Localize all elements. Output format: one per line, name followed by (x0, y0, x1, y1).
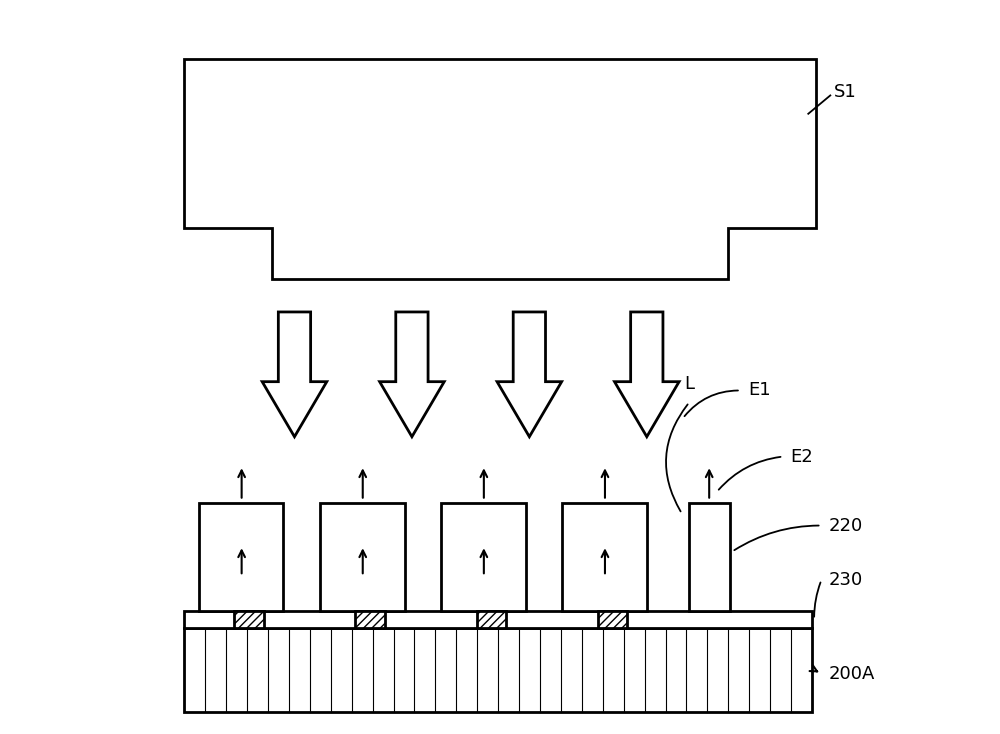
Bar (689, 503, 730, 611)
Bar (355, 611, 385, 628)
Text: L: L (684, 375, 694, 393)
Text: S1: S1 (834, 83, 857, 101)
Bar (184, 628, 812, 712)
Text: 220: 220 (829, 517, 863, 534)
Polygon shape (184, 59, 816, 279)
Text: E1: E1 (748, 382, 771, 399)
Bar (441, 503, 526, 611)
Text: E2: E2 (791, 448, 813, 465)
Bar (477, 611, 506, 628)
Bar (598, 611, 627, 628)
Bar (562, 503, 647, 611)
Polygon shape (380, 312, 444, 437)
Polygon shape (615, 312, 679, 437)
Bar (199, 503, 283, 611)
Bar (234, 611, 264, 628)
Polygon shape (262, 312, 327, 437)
Bar (320, 503, 405, 611)
Text: 230: 230 (829, 571, 863, 589)
Text: 200A: 200A (829, 665, 875, 683)
Polygon shape (497, 312, 562, 437)
Bar (184, 611, 812, 628)
